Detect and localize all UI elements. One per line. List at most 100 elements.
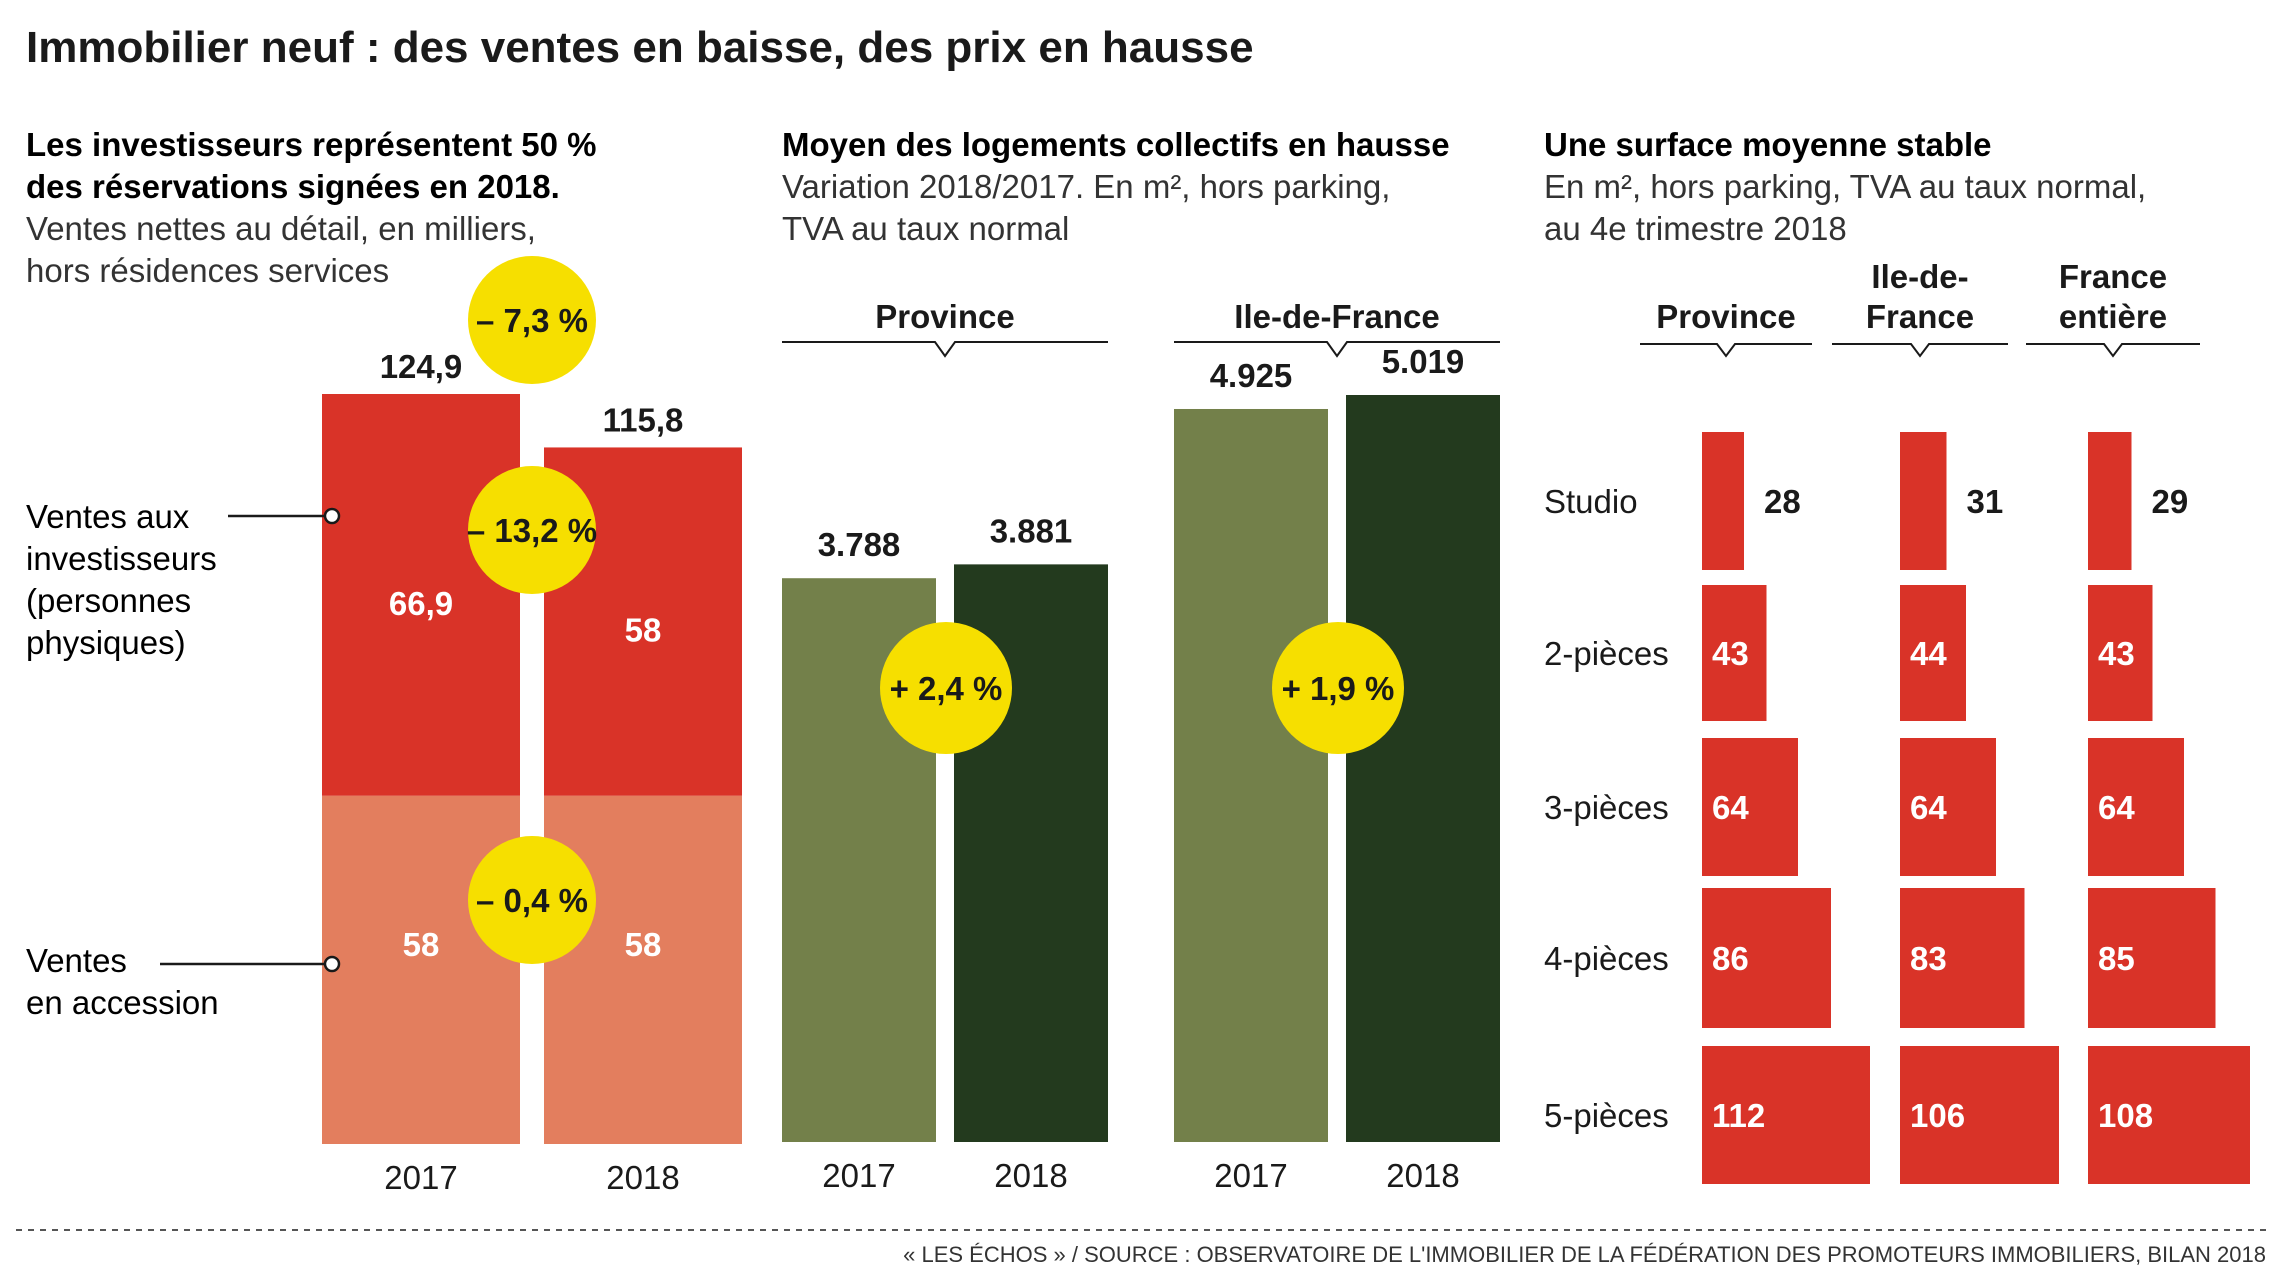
xtick-panel2-1-2017: 2017	[1214, 1157, 1287, 1194]
cell-value-4-0: 112	[1712, 1097, 1765, 1134]
panel-sales: Les investisseurs représentent 50 % des …	[26, 126, 742, 1196]
group-header-bracket-0	[782, 341, 1108, 358]
col-header-1-0: Ile-de-	[1871, 258, 1968, 295]
cell-value-0-1: 31	[1967, 483, 2004, 520]
legend-invest-dot	[323, 507, 341, 525]
label-access-2018: 58	[625, 926, 662, 963]
cell-value-0-0: 28	[1764, 483, 1801, 520]
xtick-panel2-1-2018: 2018	[1386, 1157, 1459, 1194]
cell-0-1	[1900, 432, 1947, 570]
row-label-3: 4-pièces	[1544, 940, 1669, 977]
xtick-panel2-0-2017: 2017	[822, 1157, 895, 1194]
badge-total-label: – 7,3 %	[476, 302, 588, 339]
label-invest-2018: 58	[625, 612, 662, 649]
col-header-bracket-0	[1640, 343, 1812, 358]
bar-access-2017	[322, 795, 520, 1144]
badge-price-1-label: + 1,9 %	[1282, 670, 1395, 707]
label-total-2018: 115,8	[603, 401, 684, 438]
cell-value-3-1: 83	[1910, 940, 1947, 977]
panel2-desc-line2: TVA au taux normal	[782, 210, 1069, 247]
panel1-desc-line2: hors résidences services	[26, 252, 389, 289]
panel-prices: Moyen des logements collectifs en hausse…	[782, 126, 1500, 1194]
label-price-0-2018: 3.881	[990, 512, 1073, 549]
panel1-subtitle-line1: Les investisseurs représentent 50 %	[26, 126, 596, 163]
col-header-2-0: France	[2059, 258, 2167, 295]
cell-2-2	[2088, 738, 2184, 876]
label-price-1-2017: 4.925	[1210, 357, 1293, 394]
legend-invest-line4: physiques)	[26, 624, 186, 661]
col-header-2-1: entière	[2059, 298, 2167, 335]
bar-price-1-2017	[1174, 408, 1328, 1142]
group-header-bracket-1	[1174, 341, 1500, 358]
label-price-1-2018: 5.019	[1382, 343, 1465, 380]
cell-value-3-2: 85	[2098, 940, 2135, 977]
badge-invest-circle	[468, 466, 596, 594]
panel2-desc-line1: Variation 2018/2017. En m², hors parking…	[782, 168, 1390, 205]
cell-0-2	[2088, 432, 2132, 570]
badge-total-circle	[468, 256, 596, 384]
cell-2-1	[1900, 738, 1996, 876]
cell-4-1	[1900, 1046, 2059, 1184]
cell-value-4-1: 106	[1910, 1097, 1965, 1134]
cell-3-1	[1900, 888, 2025, 1028]
label-total-2017: 124,9	[380, 348, 463, 385]
panel3-subtitle: Une surface moyenne stable	[1544, 126, 1992, 163]
bar-invest-2017	[322, 394, 520, 796]
col-header-0-0: Province	[1656, 298, 1795, 335]
legend-invest-line2: investisseurs	[26, 540, 217, 577]
cell-value-1-0: 43	[1712, 635, 1749, 672]
cell-value-1-2: 43	[2098, 635, 2135, 672]
cell-4-0	[1702, 1046, 1870, 1184]
cell-1-2	[2088, 585, 2153, 721]
cell-value-2-2: 64	[2098, 789, 2135, 826]
cell-3-0	[1702, 888, 1831, 1028]
legend-invest-line1: Ventes aux	[26, 498, 190, 535]
xtick-panel1-2018: 2018	[606, 1159, 679, 1196]
legend-invest-line3: (personnes	[26, 582, 191, 619]
row-label-1: 2-pièces	[1544, 635, 1669, 672]
cell-3-2	[2088, 888, 2216, 1028]
cell-value-2-1: 64	[1910, 789, 1947, 826]
cell-value-0-2: 29	[2152, 483, 2189, 520]
label-price-0-2017: 3.788	[818, 526, 901, 563]
col-header-bracket-1	[1832, 343, 2008, 358]
badge-price-0-label: + 2,4 %	[890, 670, 1003, 707]
row-label-4: 5-pièces	[1544, 1097, 1669, 1134]
row-label-2: 3-pièces	[1544, 789, 1669, 826]
cell-1-0	[1702, 585, 1767, 721]
bar-access-2018	[544, 795, 742, 1144]
source-note: « LES ÉCHOS » / SOURCE : OBSERVATOIRE DE…	[903, 1242, 2266, 1267]
cell-1-1	[1900, 585, 1966, 721]
panel3-desc-line2: au 4e trimestre 2018	[1544, 210, 1847, 247]
panel1-desc-line1: Ventes nettes au détail, en milliers,	[26, 210, 536, 247]
legend-access-line2: en accession	[26, 984, 219, 1021]
group-header-1: Ile-de-France	[1234, 298, 1439, 335]
cell-value-4-2: 108	[2098, 1097, 2153, 1134]
panel1-subtitle-line2: des réservations signées en 2018.	[26, 168, 560, 205]
badge-access-label: – 0,4 %	[476, 882, 588, 919]
cell-0-0	[1702, 432, 1744, 570]
badge-price-1-circle	[1272, 622, 1404, 754]
xtick-panel2-0-2018: 2018	[994, 1157, 1067, 1194]
panel3-desc-line1: En m², hors parking, TVA au taux normal,	[1544, 168, 2146, 205]
xtick-panel1-2017: 2017	[384, 1159, 457, 1196]
row-label-0: Studio	[1544, 483, 1638, 520]
label-invest-2017: 66,9	[389, 585, 453, 622]
panel2-subtitle: Moyen des logements collectifs en hausse	[782, 126, 1450, 163]
cell-value-3-0: 86	[1712, 940, 1749, 977]
legend-access-dot	[323, 955, 341, 973]
page-title: Immobilier neuf : des ventes en baisse, …	[26, 23, 1254, 72]
col-header-1-1: France	[1866, 298, 1974, 335]
cell-4-2	[2088, 1046, 2250, 1184]
group-header-0: Province	[875, 298, 1014, 335]
bar-price-1-2018	[1346, 395, 1500, 1142]
label-access-2017: 58	[403, 926, 440, 963]
panel-surface: Une surface moyenne stable En m², hors p…	[1544, 126, 2250, 1184]
badge-invest-label: – 13,2 %	[467, 512, 597, 549]
col-header-bracket-2	[2026, 343, 2200, 358]
cell-value-1-1: 44	[1910, 635, 1947, 672]
badge-access-circle	[468, 836, 596, 964]
cell-2-0	[1702, 738, 1798, 876]
badge-price-0-circle	[880, 622, 1012, 754]
